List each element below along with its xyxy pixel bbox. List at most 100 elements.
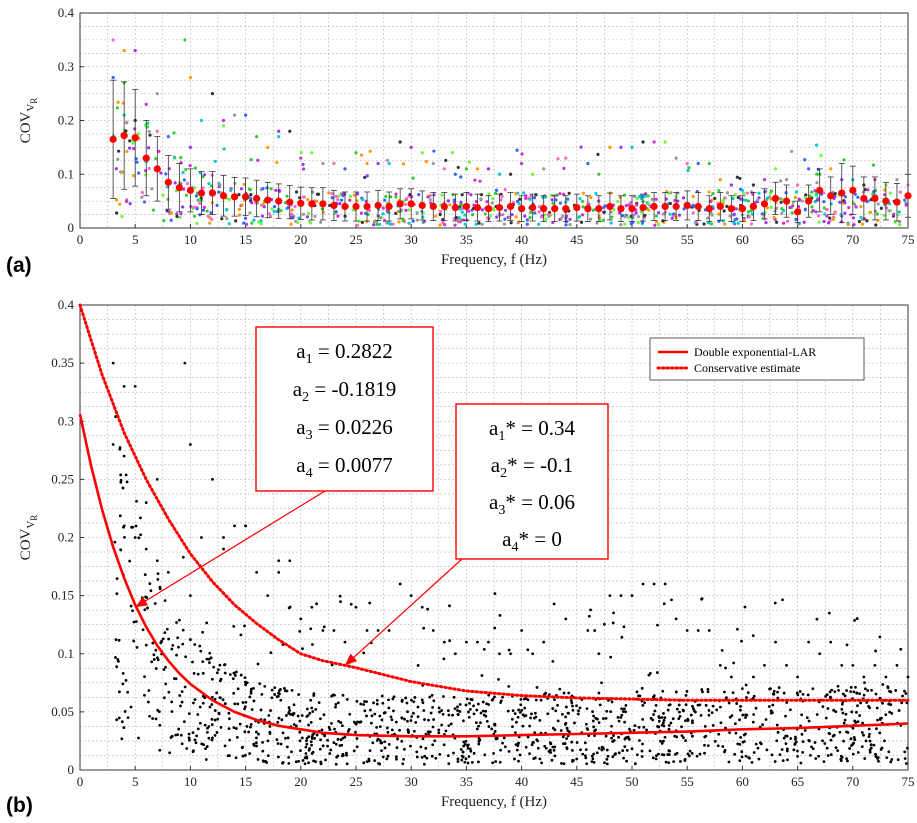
scatter-point bbox=[150, 660, 154, 664]
scatter-point bbox=[479, 197, 483, 201]
scatter-point bbox=[446, 754, 450, 758]
scatter-point bbox=[688, 754, 691, 758]
scatter-point bbox=[544, 746, 548, 750]
scatter-point bbox=[855, 691, 859, 695]
scatter-point bbox=[461, 755, 465, 759]
scatter-point bbox=[577, 709, 580, 713]
scatter-point bbox=[309, 698, 313, 702]
scatter-point bbox=[480, 208, 484, 212]
scatter-point bbox=[456, 705, 459, 709]
scatter-point bbox=[633, 762, 637, 766]
scatter-point bbox=[477, 760, 480, 764]
scatter-point bbox=[303, 762, 307, 766]
scatter-point bbox=[789, 737, 793, 740]
scatter-point bbox=[733, 193, 737, 197]
scatter-point bbox=[565, 737, 569, 740]
scatter-point bbox=[310, 737, 314, 740]
scatter-point bbox=[345, 698, 349, 701]
scatter-point bbox=[859, 215, 863, 220]
scatter-point bbox=[467, 715, 471, 719]
scatter-point bbox=[375, 739, 379, 742]
scatter-point bbox=[207, 736, 211, 740]
scatter-point bbox=[119, 473, 123, 477]
scatter-point bbox=[887, 702, 891, 706]
scatter-point bbox=[503, 217, 507, 221]
scatter-point bbox=[475, 167, 480, 171]
scatter-point bbox=[752, 751, 756, 754]
scatter-point bbox=[742, 218, 746, 222]
scatter-point bbox=[685, 161, 689, 166]
scatter-point bbox=[255, 736, 258, 740]
scatter-point bbox=[854, 685, 857, 689]
scatter-point bbox=[668, 201, 672, 206]
scatter-point bbox=[175, 621, 178, 624]
scatter-point bbox=[654, 197, 658, 201]
scatter-point bbox=[310, 151, 314, 155]
scatter-point bbox=[421, 737, 425, 741]
scatter-point bbox=[822, 206, 826, 210]
scatter-point bbox=[611, 755, 615, 759]
scatter-point bbox=[842, 721, 846, 725]
scatter-point bbox=[672, 760, 676, 764]
scatter-point bbox=[491, 197, 495, 201]
scatter-point bbox=[263, 718, 267, 722]
scatter-point bbox=[814, 143, 819, 147]
scatter-point bbox=[636, 215, 641, 219]
scatter-point bbox=[397, 220, 401, 224]
scatter-point bbox=[651, 756, 655, 760]
scatter-point bbox=[115, 665, 119, 668]
scatter-point bbox=[757, 191, 761, 195]
scatter-point bbox=[255, 744, 258, 748]
scatter-point bbox=[313, 736, 316, 740]
scatter-point bbox=[377, 222, 382, 227]
scatter-point bbox=[348, 198, 352, 202]
scatter-point bbox=[797, 197, 801, 201]
scatter-point bbox=[798, 690, 802, 693]
x-tick-label: 0 bbox=[77, 232, 84, 247]
scatter-point bbox=[452, 751, 455, 755]
scatter-point bbox=[343, 167, 347, 171]
scatter-point bbox=[255, 570, 259, 574]
scatter-point bbox=[533, 211, 537, 215]
scatter-point bbox=[131, 141, 135, 145]
scatter-point bbox=[163, 631, 167, 634]
scatter-point bbox=[551, 201, 555, 205]
scatter-point bbox=[273, 686, 277, 690]
scatter-point bbox=[549, 193, 554, 197]
scatter-point bbox=[663, 735, 667, 739]
scatter-point bbox=[805, 716, 809, 720]
scatter-point bbox=[854, 710, 858, 714]
scatter-point bbox=[244, 222, 249, 227]
scatter-point bbox=[315, 733, 319, 737]
mean-marker bbox=[584, 205, 592, 213]
annotation-box bbox=[255, 326, 434, 492]
scatter-point bbox=[401, 762, 405, 766]
scatter-point bbox=[778, 753, 782, 757]
scatter-point bbox=[867, 727, 871, 731]
scatter-point bbox=[804, 193, 808, 197]
scatter-point bbox=[217, 190, 221, 194]
scatter-point bbox=[644, 192, 648, 196]
mean-marker bbox=[849, 186, 857, 194]
scatter-point bbox=[361, 197, 365, 202]
scatter-point bbox=[259, 222, 263, 226]
mean-marker bbox=[153, 165, 161, 173]
scatter-point bbox=[122, 524, 126, 528]
scatter-point bbox=[330, 192, 334, 196]
scatter-point bbox=[650, 197, 654, 201]
scatter-point bbox=[252, 218, 256, 222]
scatter-point bbox=[550, 758, 554, 762]
scatter-point bbox=[723, 196, 727, 200]
scatter-point bbox=[143, 573, 147, 577]
mean-marker bbox=[727, 205, 735, 213]
scatter-point bbox=[786, 758, 789, 762]
scatter-point bbox=[553, 754, 557, 758]
scatter-point bbox=[121, 671, 125, 675]
scatter-point bbox=[207, 657, 211, 661]
scatter-point bbox=[564, 715, 568, 719]
scatter-point bbox=[554, 198, 558, 202]
scatter-point bbox=[491, 761, 495, 765]
scatter-point bbox=[619, 145, 623, 149]
scatter-point bbox=[817, 214, 821, 218]
scatter-point bbox=[322, 625, 326, 629]
